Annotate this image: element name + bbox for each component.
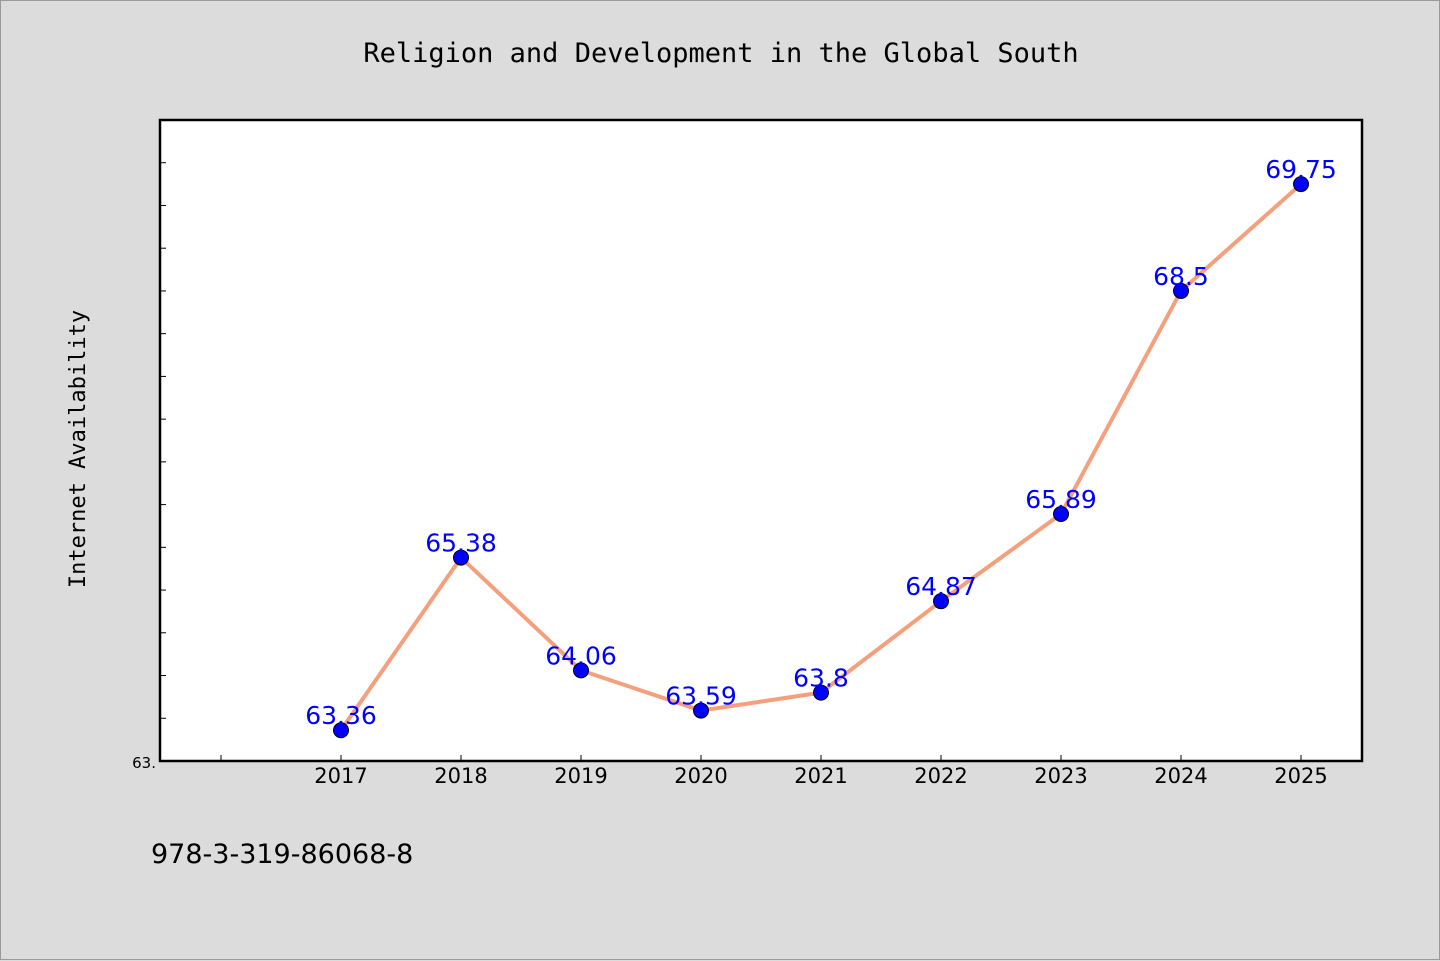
x-tick-label: 2024: [1154, 764, 1207, 788]
data-point-marker: [1173, 282, 1189, 299]
data-point-marker: [693, 702, 709, 719]
x-tick-label: 2020: [674, 764, 727, 788]
x-tick-label: 2025: [1274, 764, 1327, 788]
plot-area: [158, 118, 1364, 763]
chart-title: Religion and Development in the Global S…: [363, 38, 1078, 69]
data-point-marker: [813, 684, 829, 701]
data-point-marker: [453, 549, 469, 566]
y-axis-label: Internet Availability: [66, 310, 91, 588]
data-point-marker: [1053, 506, 1069, 523]
data-markers: [333, 176, 1309, 739]
data-point-marker: [573, 662, 589, 679]
x-tick-label: 2018: [434, 764, 487, 788]
x-tick-label: 2017: [314, 764, 367, 788]
data-point-label: 64.06: [545, 641, 617, 670]
data-point-marker: [1293, 176, 1309, 193]
data-point-label: 65.38: [425, 529, 497, 558]
footer-isbn: 978-3-319-86068-8: [151, 839, 413, 870]
data-point-marker: [333, 722, 349, 739]
data-point-label: 63.8: [793, 664, 849, 693]
data-point-label: 68.5: [1153, 262, 1209, 291]
x-tick-label: 2019: [554, 764, 607, 788]
data-point-marker: [933, 593, 949, 610]
data-point-label: 69.75: [1265, 155, 1337, 184]
x-tick-label: 2022: [914, 764, 967, 788]
x-tick-label: 2021: [794, 764, 847, 788]
y-tick-label: 63.: [132, 754, 156, 772]
data-point-label: 63.59: [665, 682, 737, 711]
data-point-label: 64.87: [905, 572, 977, 601]
y-axis-ticks: [160, 119, 166, 762]
data-point-label: 63.36: [305, 701, 377, 730]
data-point-label: 65.89: [1025, 485, 1097, 514]
x-axis-ticks: 2017 2018 2019 2020 2021 2022 2023 2024 2025: [220, 755, 1328, 788]
data-labels: 63.36 65.38 64.06 63.59 63.8 64.87 65.89 68.5 69…: [305, 155, 1337, 730]
x-tick-label: 2023: [1034, 764, 1087, 788]
